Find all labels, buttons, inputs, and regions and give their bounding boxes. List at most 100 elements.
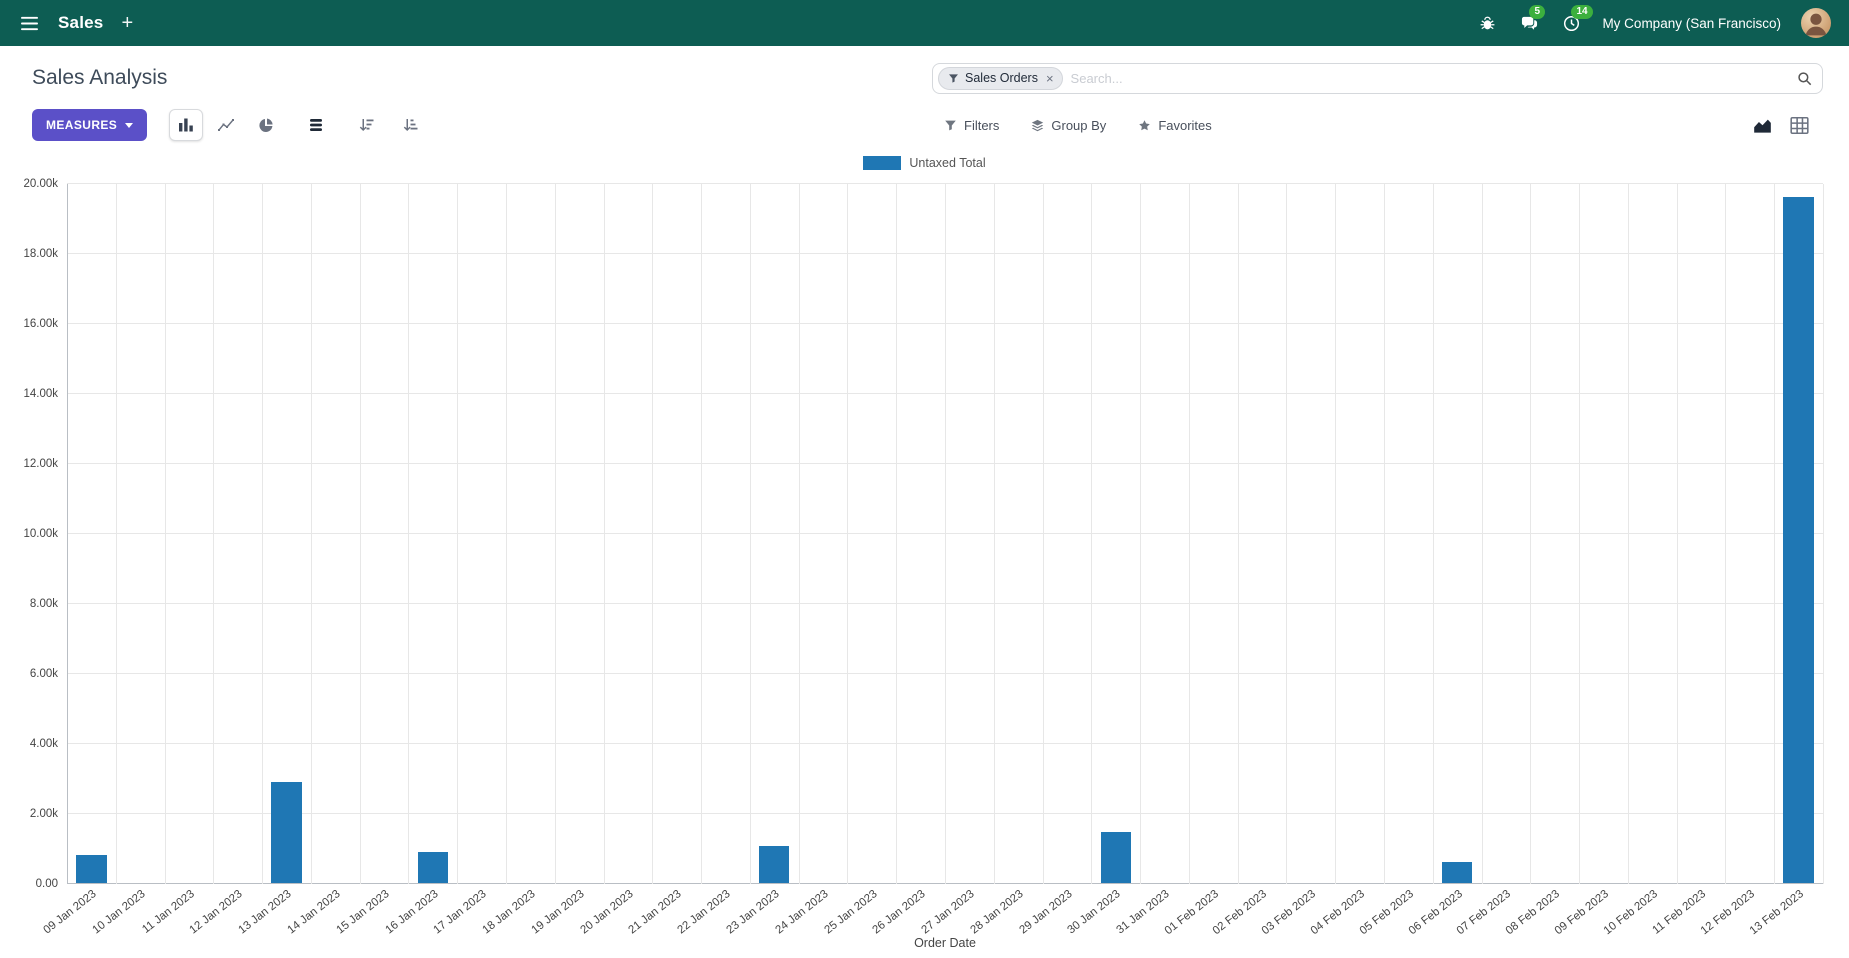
v-gridline bbox=[1725, 184, 1727, 884]
x-tick-label: 24 Jan 2023 bbox=[773, 888, 831, 937]
messages-badge: 5 bbox=[1529, 5, 1545, 19]
measures-label: MEASURES bbox=[46, 118, 118, 132]
sort-descending-icon bbox=[360, 119, 374, 131]
bar-chart-icon bbox=[179, 118, 194, 132]
search-options-row: Filters Group By Favorites bbox=[932, 116, 1823, 135]
pivot-grid-icon bbox=[1790, 116, 1809, 134]
v-gridline bbox=[603, 184, 605, 884]
chart-region: Untaxed Total 0.00 2.00k 4.00k 6.00k 8.00k 10… bbox=[0, 144, 1849, 958]
v-gridline bbox=[310, 184, 312, 884]
plus-icon[interactable]: + bbox=[121, 12, 134, 34]
filters-button[interactable]: Filters bbox=[944, 118, 999, 133]
layers-icon bbox=[1032, 119, 1044, 131]
pivot-view-button[interactable] bbox=[1790, 116, 1809, 135]
filters-label: Filters bbox=[964, 117, 1000, 133]
line-chart-icon bbox=[218, 119, 235, 131]
activities-badge: 14 bbox=[1571, 5, 1593, 19]
search-input[interactable] bbox=[1062, 70, 1797, 86]
activities-clock-icon[interactable]: 14 bbox=[1560, 5, 1593, 34]
v-gridline bbox=[1774, 184, 1776, 884]
x-tick-label: 22 Jan 2023 bbox=[675, 888, 733, 937]
user-avatar[interactable] bbox=[1801, 8, 1831, 38]
line-chart-button[interactable] bbox=[209, 109, 243, 141]
chart-legend[interactable]: Untaxed Total bbox=[0, 156, 1849, 170]
messages-icon[interactable]: 5 bbox=[1518, 5, 1545, 34]
x-tick-label: 30 Jan 2023 bbox=[1065, 888, 1124, 937]
x-tick-label: 29 Jan 2023 bbox=[1017, 888, 1075, 937]
bar-13 Feb 2023[interactable] bbox=[1783, 197, 1814, 883]
v-gridline bbox=[262, 184, 264, 884]
v-gridline bbox=[847, 184, 849, 884]
v-gridline bbox=[1579, 184, 1581, 884]
bar-06 Feb 2023[interactable] bbox=[1442, 862, 1473, 883]
facet-label: Sales Orders bbox=[965, 71, 1038, 85]
plot-area: 0.00 2.00k 4.00k 6.00k 8.00k 10.00k 12.00k 14.0… bbox=[23, 178, 1824, 937]
debug-bug-icon[interactable] bbox=[1476, 12, 1498, 34]
pie-chart-button[interactable] bbox=[249, 109, 283, 141]
v-gridline bbox=[359, 184, 361, 884]
sort-descending-button[interactable] bbox=[349, 109, 383, 141]
x-tick-label: 04 Feb 2023 bbox=[1308, 888, 1368, 938]
sort-ascending-icon bbox=[404, 119, 418, 131]
bar-13 Jan 2023[interactable] bbox=[271, 781, 302, 883]
v-gridline bbox=[798, 184, 800, 884]
x-tick-label: 13 Feb 2023 bbox=[1747, 888, 1807, 938]
chart-type-group bbox=[169, 109, 283, 141]
y-tick-label: 6.00k bbox=[29, 668, 58, 680]
v-gridline bbox=[408, 184, 410, 884]
x-tick-label: 15 Jan 2023 bbox=[334, 888, 392, 937]
sort-ascending-button[interactable] bbox=[393, 109, 427, 141]
y-tick-label: 0.00 bbox=[35, 878, 58, 890]
v-gridline bbox=[1140, 184, 1142, 884]
area-chart-icon bbox=[1754, 119, 1771, 133]
company-switcher[interactable]: My Company (San Francisco) bbox=[1602, 15, 1781, 31]
v-gridline bbox=[213, 184, 215, 884]
y-tick-label: 12.00k bbox=[23, 458, 58, 470]
x-axis-title: Order Date bbox=[914, 936, 976, 950]
v-gridline bbox=[1481, 184, 1483, 884]
x-tick-label: 09 Jan 2023 bbox=[41, 888, 99, 937]
x-tick-label: 14 Jan 2023 bbox=[285, 888, 343, 937]
facet-remove-icon[interactable]: × bbox=[1045, 70, 1054, 86]
search-bar[interactable]: Sales Orders × bbox=[932, 62, 1823, 94]
v-gridline bbox=[506, 184, 507, 884]
x-tick-label: 26 Jan 2023 bbox=[870, 888, 929, 937]
search-facet[interactable]: Sales Orders × bbox=[938, 66, 1063, 90]
x-tick-label: 19 Jan 2023 bbox=[529, 888, 587, 937]
v-gridline bbox=[945, 184, 946, 884]
favorites-label: Favorites bbox=[1158, 117, 1212, 133]
search-icon[interactable] bbox=[1797, 71, 1812, 86]
x-tick-label: 16 Jan 2023 bbox=[382, 888, 441, 937]
x-tick-label: 28 Jan 2023 bbox=[968, 888, 1026, 937]
group-by-label: Group By bbox=[1051, 117, 1107, 133]
page-title: Sales Analysis bbox=[32, 66, 168, 89]
bar-chart-button[interactable] bbox=[169, 109, 204, 141]
x-tick-label: 09 Feb 2023 bbox=[1552, 888, 1611, 938]
v-gridline bbox=[1188, 184, 1190, 884]
control-panel: Sales Analysis Sales Orders × MEASURES bbox=[0, 46, 1849, 144]
bar-23 Jan 2023[interactable] bbox=[759, 846, 790, 883]
stacked-toggle-button[interactable] bbox=[299, 109, 333, 141]
y-tick-label: 14.00k bbox=[23, 388, 58, 400]
x-tick-label: 17 Jan 2023 bbox=[431, 888, 490, 937]
y-tick-label: 10.00k bbox=[23, 528, 58, 540]
app-name[interactable]: Sales bbox=[58, 13, 104, 32]
v-gridline bbox=[457, 184, 459, 884]
measures-button[interactable]: MEASURES bbox=[32, 109, 148, 141]
v-gridline bbox=[701, 184, 703, 884]
apps-menu-icon[interactable] bbox=[18, 12, 40, 34]
caret-down-icon bbox=[125, 122, 134, 128]
favorites-button[interactable]: Favorites bbox=[1138, 117, 1212, 133]
stacked-icon bbox=[310, 119, 323, 131]
group-by-button[interactable]: Group By bbox=[1031, 118, 1106, 133]
bar-30 Jan 2023[interactable] bbox=[1100, 832, 1131, 883]
y-tick-label: 2.00k bbox=[29, 808, 58, 820]
v-gridline bbox=[749, 184, 751, 884]
y-tick-label: 18.00k bbox=[23, 248, 58, 260]
graph-view-button[interactable] bbox=[1753, 116, 1772, 135]
v-gridline bbox=[993, 184, 995, 884]
v-gridline bbox=[1627, 184, 1629, 884]
top-navbar: Sales + 5 14 My Company (San Francisco) bbox=[0, 0, 1849, 46]
bar-16 Jan 2023[interactable] bbox=[417, 851, 448, 883]
bar-09 Jan 2023[interactable] bbox=[76, 855, 107, 883]
